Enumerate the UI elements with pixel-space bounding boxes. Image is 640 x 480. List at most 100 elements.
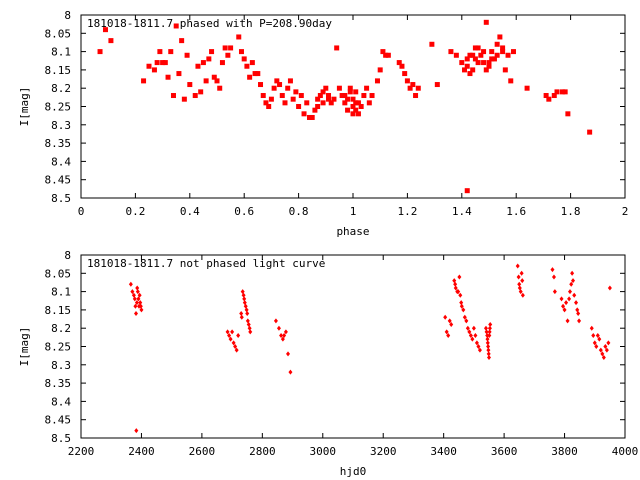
data-point bbox=[569, 281, 574, 287]
data-point bbox=[462, 67, 468, 73]
data-point bbox=[176, 71, 182, 77]
y-tick-label: 8.35 bbox=[45, 137, 72, 150]
data-point bbox=[516, 274, 521, 280]
data-point bbox=[108, 38, 114, 44]
chart-title: 181018-1811.7 phased with P=208.90day bbox=[87, 17, 332, 30]
data-point bbox=[470, 67, 476, 73]
data-point bbox=[206, 56, 212, 62]
data-point bbox=[591, 333, 596, 339]
data-point bbox=[135, 289, 140, 295]
data-point bbox=[487, 354, 491, 360]
data-point bbox=[546, 96, 552, 102]
data-point bbox=[296, 104, 302, 109]
x-tick-label: 1.6 bbox=[506, 205, 526, 218]
data-point bbox=[453, 281, 458, 287]
data-point bbox=[366, 100, 372, 106]
data-point bbox=[470, 336, 475, 342]
y-tick-label: 8.5 bbox=[51, 192, 71, 205]
data-point bbox=[173, 23, 179, 29]
data-point bbox=[361, 93, 367, 99]
data-point bbox=[157, 49, 163, 55]
data-point bbox=[481, 49, 487, 55]
data-point bbox=[258, 82, 264, 88]
data-point bbox=[279, 333, 284, 339]
data-point bbox=[170, 93, 176, 99]
data-point bbox=[589, 325, 594, 331]
data-point bbox=[486, 344, 491, 349]
data-point bbox=[415, 85, 421, 91]
data-point bbox=[198, 89, 204, 95]
x-tick-label: 2800 bbox=[249, 445, 276, 458]
data-point bbox=[217, 85, 223, 91]
data-point bbox=[374, 78, 380, 84]
x-axis-label: hjd0 bbox=[340, 465, 367, 478]
data-point bbox=[559, 89, 565, 95]
data-point bbox=[181, 96, 187, 102]
data-point bbox=[134, 311, 139, 317]
data-point bbox=[279, 93, 285, 99]
data-point bbox=[233, 344, 238, 349]
data-point bbox=[484, 329, 489, 335]
data-point bbox=[486, 351, 491, 357]
data-point bbox=[475, 60, 481, 66]
data-point bbox=[471, 325, 476, 331]
data-point bbox=[266, 104, 272, 109]
data-point bbox=[572, 292, 577, 298]
data-point bbox=[234, 347, 239, 353]
data-point bbox=[151, 67, 157, 73]
y-tick-label: 8.45 bbox=[45, 174, 72, 187]
data-point bbox=[494, 41, 500, 47]
data-point bbox=[429, 41, 435, 47]
data-point bbox=[334, 45, 340, 51]
data-point bbox=[562, 307, 567, 313]
data-point bbox=[594, 344, 599, 349]
x-tick-label: 2600 bbox=[189, 445, 216, 458]
data-point bbox=[606, 340, 611, 346]
data-point bbox=[487, 329, 492, 335]
chart-title: 181018-1811.7 not phased light curve bbox=[87, 257, 325, 270]
data-point bbox=[192, 93, 198, 99]
y-tick-label: 8.15 bbox=[45, 304, 72, 317]
data-point bbox=[565, 318, 570, 324]
data-point bbox=[271, 85, 277, 91]
data-point bbox=[315, 96, 321, 102]
data-point bbox=[135, 285, 140, 291]
y-tick-label: 8.15 bbox=[45, 64, 72, 77]
data-point bbox=[315, 104, 321, 109]
y-tick-label: 8.45 bbox=[45, 414, 72, 427]
x-tick-label: 0 bbox=[78, 205, 85, 218]
data-point bbox=[228, 336, 233, 342]
data-point bbox=[404, 78, 410, 84]
y-tick-label: 8 bbox=[64, 9, 71, 22]
data-point bbox=[246, 322, 251, 328]
data-point bbox=[273, 318, 278, 324]
data-point bbox=[515, 263, 520, 269]
data-point bbox=[474, 340, 479, 346]
data-point bbox=[464, 318, 469, 324]
data-point bbox=[242, 300, 247, 306]
data-point bbox=[209, 49, 215, 55]
data-point bbox=[227, 333, 232, 339]
data-point bbox=[260, 93, 266, 99]
data-point bbox=[446, 333, 451, 339]
y-tick-label: 8.05 bbox=[45, 27, 72, 40]
data-point bbox=[447, 318, 452, 324]
data-point bbox=[211, 74, 217, 80]
y-tick-label: 8.05 bbox=[45, 267, 72, 280]
y-tick-label: 8.25 bbox=[45, 101, 72, 114]
data-point bbox=[457, 274, 462, 280]
data-point bbox=[564, 300, 569, 306]
data-point bbox=[502, 67, 508, 73]
y-tick-label: 8.4 bbox=[51, 155, 71, 168]
data-point bbox=[565, 111, 571, 117]
data-point bbox=[326, 93, 332, 99]
data-point bbox=[543, 93, 549, 99]
data-point bbox=[328, 100, 334, 106]
data-point bbox=[520, 292, 525, 298]
x-tick-label: 0.2 bbox=[125, 205, 145, 218]
x-tick-label: 3200 bbox=[370, 445, 397, 458]
data-point bbox=[355, 111, 361, 117]
data-point bbox=[312, 107, 318, 113]
data-point bbox=[331, 96, 337, 102]
